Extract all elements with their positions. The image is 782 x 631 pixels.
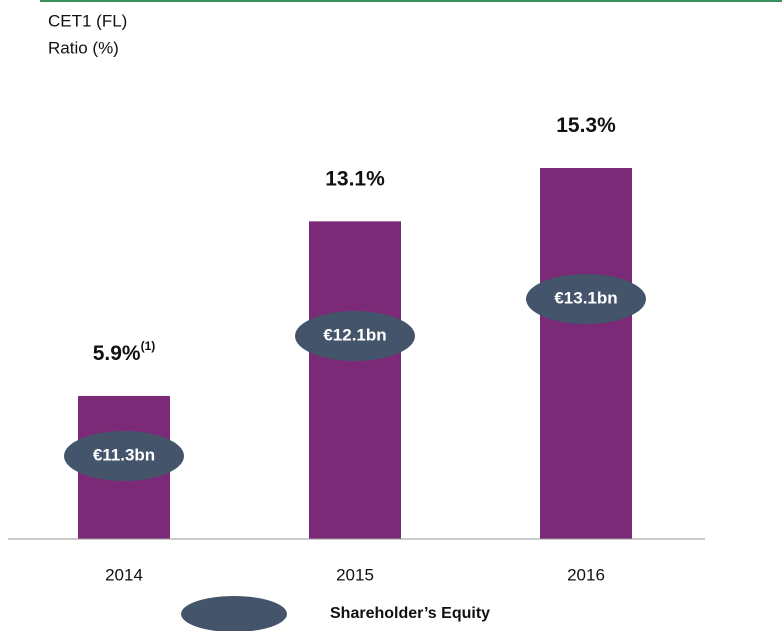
value-label-text: 13.1% (325, 167, 385, 190)
chart-title: Ratio (%) (48, 38, 119, 57)
bar (540, 168, 632, 539)
x-tick-label: 2014 (105, 565, 143, 584)
value-label-text: 15.3% (556, 114, 616, 137)
x-tick-label: 2015 (336, 565, 374, 584)
equity-badge (526, 274, 646, 324)
value-label: 15.3% (556, 114, 616, 137)
value-label: 13.1% (325, 167, 385, 190)
value-label: 5.9%(1) (93, 339, 156, 364)
equity-badge (295, 311, 415, 361)
equity-badge (64, 431, 184, 481)
bar (309, 221, 401, 539)
value-label-text: 5.9% (93, 341, 141, 364)
equity-label: €12.1bn (323, 325, 386, 344)
legend-swatch (181, 596, 287, 631)
chart-title: CET1 (FL) (48, 11, 127, 30)
legend-label: Shareholder’s Equity (330, 605, 490, 622)
x-tick-label: 2016 (567, 565, 605, 584)
equity-label: €11.3bn (93, 445, 155, 464)
equity-label: €13.1bn (554, 288, 617, 307)
footnote-marker: (1) (141, 339, 156, 353)
